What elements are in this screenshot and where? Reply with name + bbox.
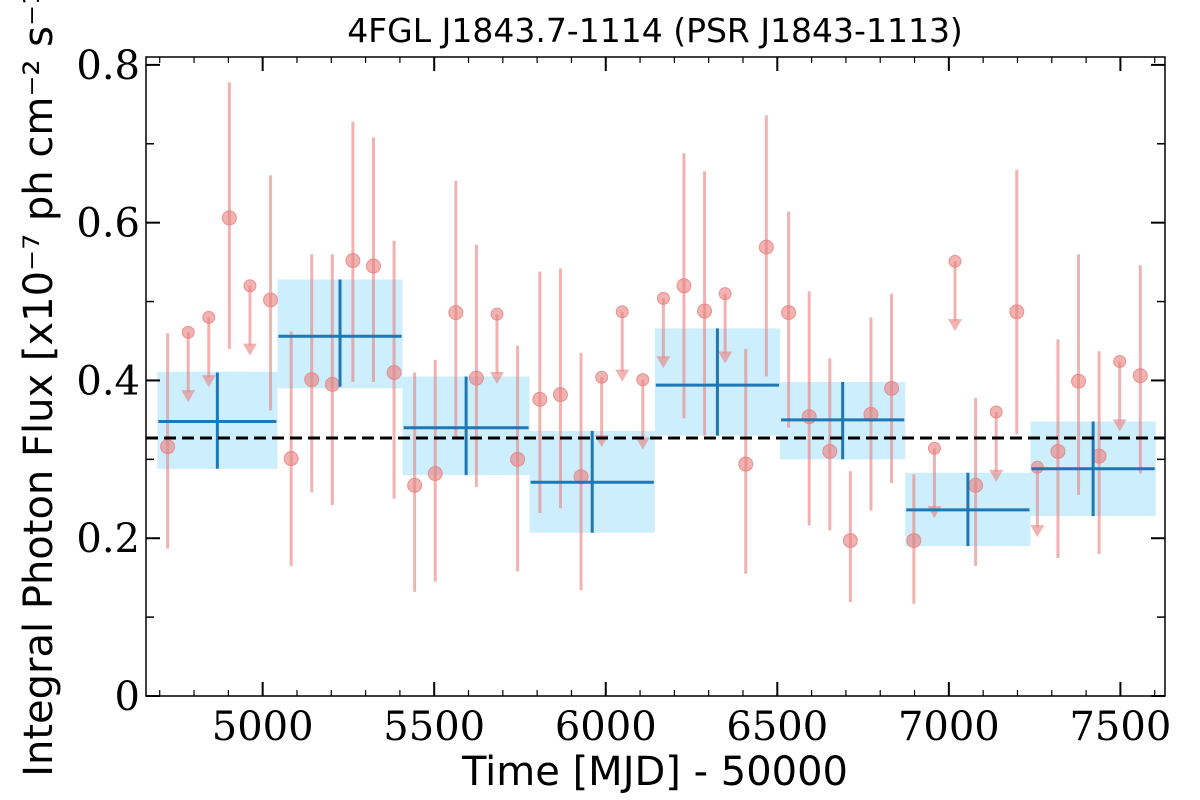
short-bin-point	[345, 253, 361, 269]
short-bin-point	[1113, 355, 1127, 369]
short-bin-point	[468, 370, 484, 386]
x-tick-label: 5000	[212, 704, 314, 750]
upper-limit-arrowhead	[181, 390, 196, 403]
upper-limit-arrowhead	[615, 369, 630, 382]
upper-limit-arrowhead	[635, 437, 650, 450]
short-bin-point	[968, 477, 984, 493]
y-tick-label: 0.2	[76, 516, 140, 562]
short-bin-point	[884, 380, 900, 396]
short-bin-point	[948, 254, 962, 268]
x-tick-label: 7500	[1069, 704, 1171, 750]
short-bin-point	[781, 305, 797, 321]
short-bin-point	[636, 373, 650, 387]
short-bin-point	[656, 291, 670, 305]
short-bin-point	[243, 279, 257, 293]
upper-limit-arrowhead	[656, 356, 671, 369]
short-bin-point	[718, 287, 732, 301]
short-bin-point	[427, 466, 443, 482]
short-bin-point	[1050, 443, 1066, 459]
short-bin-point	[221, 210, 237, 226]
upper-limit-arrowhead	[1030, 525, 1045, 538]
y-tick-label: 0.6	[76, 201, 140, 247]
short-bin-point	[510, 451, 526, 467]
short-bin-point	[1030, 460, 1044, 474]
short-bin-point	[595, 370, 609, 384]
short-bin-point	[283, 451, 299, 467]
short-bin-point	[1009, 304, 1025, 320]
short-bin-point	[263, 292, 279, 308]
short-bin-point	[989, 405, 1003, 419]
short-bin-point	[304, 372, 320, 388]
short-bin-point	[906, 533, 922, 549]
x-tick-label: 7000	[898, 704, 1000, 750]
short-bin-point	[490, 307, 504, 321]
short-bin-point	[324, 376, 340, 392]
x-tick-label: 5500	[383, 704, 485, 750]
upper-limit-arrowhead	[1112, 419, 1127, 432]
upper-limit-arrowhead	[989, 469, 1004, 482]
y-tick-label: 0	[115, 674, 140, 720]
y-tick-label: 0.4	[76, 358, 140, 404]
short-bin-point	[615, 305, 629, 319]
upper-limit-arrowhead	[718, 351, 733, 364]
x-tick-label: 6500	[726, 704, 828, 750]
x-axis-label: Time [MJD] - 50000	[461, 749, 848, 795]
x-tick-label: 6000	[555, 704, 657, 750]
chart-title: 4FGL J1843.7-1114 (PSR J1843-1113)	[347, 11, 963, 50]
short-bin-point	[697, 303, 713, 319]
short-bin-point	[822, 443, 838, 459]
short-bin-point	[758, 239, 774, 255]
short-bin-point	[676, 278, 692, 294]
upper-limit-arrowhead	[948, 319, 963, 332]
short-bin-point	[1071, 373, 1087, 389]
short-bin-point	[386, 365, 402, 381]
upper-limit-arrowhead	[201, 375, 216, 388]
short-bin-point	[407, 477, 423, 493]
short-bin-point	[448, 305, 464, 321]
short-bin-point	[365, 258, 381, 274]
short-bin-point	[552, 387, 568, 403]
y-axis-label: Integral Photon Flux [x10⁻⁷ ph cm⁻² s⁻¹]	[16, 0, 62, 777]
short-bin-point	[738, 456, 754, 472]
y-tick-label: 0.8	[76, 43, 140, 89]
plot-frame	[145, 56, 1166, 697]
short-bin-point	[160, 439, 176, 455]
short-bin-point	[1132, 368, 1148, 384]
short-bin-point	[532, 391, 548, 407]
short-bin-point	[202, 310, 216, 324]
upper-limit-arrowhead	[242, 343, 257, 356]
short-bin-point	[842, 533, 858, 549]
short-bin-point	[181, 325, 195, 339]
plot-area: 5000 5500 6000 6500 7000 7500 0 0.2 0.4 0.6 0.8	[76, 43, 1171, 750]
upper-limit-arrowhead	[489, 372, 504, 385]
short-bin-point	[927, 441, 941, 455]
short-bin-point	[801, 409, 817, 425]
